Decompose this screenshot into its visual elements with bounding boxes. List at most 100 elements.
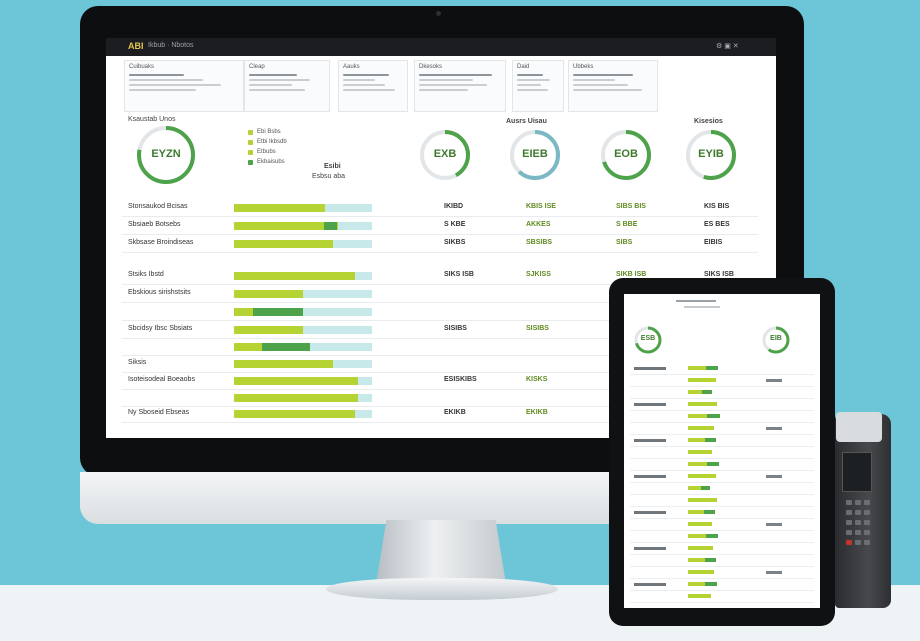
row-cell-v3: S BBE: [616, 221, 638, 228]
filter-option[interactable]: [249, 79, 310, 81]
row-bar-track: [234, 308, 372, 316]
row-label: Stsiks Ibstd: [128, 271, 164, 278]
tablet-row-bar: [688, 570, 715, 574]
filter-panel[interactable]: Daid: [512, 60, 564, 112]
row-cell-v2: KBIS ISE: [526, 203, 556, 210]
kpi-3-gauge: [510, 130, 560, 180]
filter-label: Aauks: [343, 64, 360, 70]
filter-option[interactable]: [343, 79, 375, 81]
filter-option[interactable]: [129, 84, 222, 86]
tablet-row-value: [766, 379, 782, 382]
gauge-section-title: Ksaustab Unos: [128, 116, 176, 123]
filter-option[interactable]: [573, 79, 615, 81]
filter-option[interactable]: [517, 89, 548, 91]
tablet-row-divider: [630, 398, 814, 399]
kpi-5-gauge: [686, 130, 736, 180]
tablet-row-bar: [688, 546, 713, 550]
tablet-row-bar: [688, 378, 716, 382]
filter-option[interactable]: [249, 84, 293, 86]
legend-item: Etbubs: [248, 149, 276, 155]
tablet-row-divider: [630, 554, 814, 555]
filter-option[interactable]: [343, 89, 396, 91]
row-bar-fill: [234, 204, 326, 212]
row-cell-v1: S KBE: [444, 221, 466, 228]
row-divider: [122, 389, 758, 390]
filter-option[interactable]: [419, 84, 488, 86]
row-divider: [122, 320, 758, 321]
tablet-row-bar: [688, 558, 716, 562]
tablet-row-divider: [630, 530, 814, 531]
tablet-row-divider: [630, 542, 814, 543]
tablet-row-divider: [630, 518, 814, 519]
tablet-row-label: [634, 403, 666, 406]
filter-option[interactable]: [129, 89, 197, 91]
card-terminal-display: [842, 452, 872, 492]
tablet-row-bar-segment: [702, 390, 712, 394]
filter-panel[interactable]: Cleap: [244, 60, 330, 112]
filter-option[interactable]: [419, 79, 474, 81]
terminal-key: [846, 500, 852, 505]
tablet-row-bar-segment: [704, 510, 716, 514]
tablet-gauge-value: ESB: [640, 335, 656, 342]
window-controls-icon[interactable]: ⚙ ▣ ✕: [716, 43, 739, 50]
filter-option[interactable]: [129, 79, 203, 81]
kpi-2-gauge: [420, 130, 470, 180]
filter-option[interactable]: [517, 74, 544, 76]
tablet-row-divider: [630, 494, 814, 495]
row-cell-v4: SIKS ISB: [704, 271, 734, 278]
legend-note: Esbsu aba: [312, 173, 346, 180]
terminal-key: [846, 530, 852, 535]
filter-panel[interactable]: Dkesoks: [414, 60, 506, 112]
filter-panel[interactable]: Ubbeks: [568, 60, 658, 112]
filter-option[interactable]: [249, 89, 306, 91]
filter-option[interactable]: [419, 89, 469, 91]
filter-option[interactable]: [573, 74, 633, 76]
row-label: Isoteisodeal Boeaobs: [128, 376, 195, 383]
tablet-row-bar: [688, 438, 716, 442]
row-label: Skbsase Broindiseas: [128, 239, 194, 246]
filter-label: Ubbeks: [573, 64, 594, 70]
tablet-row-label: [634, 439, 666, 442]
legend-label: Ebi Bsbs: [257, 129, 281, 135]
kpi-1-gauge: [137, 126, 195, 184]
gauge-value: EXB: [433, 148, 457, 160]
tablet-row-divider: [630, 386, 814, 387]
monitor-stand-foot: [326, 578, 558, 600]
row-bar-fill: [234, 377, 359, 385]
filter-panel[interactable]: Cuibuaks: [124, 60, 244, 112]
legend-label: Ekbaisubs: [257, 159, 285, 165]
tablet-kpi-1-gauge: [634, 326, 662, 354]
row-divider: [122, 284, 758, 285]
filter-option[interactable]: [517, 84, 541, 86]
row-cell-v2: EKIKB: [526, 409, 548, 416]
terminal-key: [864, 500, 870, 505]
legend-item: Ebi Bsbs: [248, 129, 281, 135]
tablet-row-divider: [630, 470, 814, 471]
filter-option[interactable]: [517, 79, 551, 81]
row-bar-fill: [234, 326, 303, 334]
gauge-arc: [762, 326, 790, 354]
row-label: Stonsaukod Bcisas: [128, 203, 188, 210]
filter-option[interactable]: [573, 84, 629, 86]
tablet-row-divider: [630, 506, 814, 507]
row-cell-v1: ESISKIBS: [444, 376, 477, 383]
tablet-row-bar: [688, 510, 716, 514]
tablet-row-bar: [688, 390, 712, 394]
tablet-row-label: [634, 547, 666, 550]
filter-option[interactable]: [343, 84, 385, 86]
filter-option[interactable]: [249, 74, 297, 76]
row-cell-v4: EIBIS: [704, 239, 723, 246]
filter-option[interactable]: [573, 89, 642, 91]
tablet-row-bar-segment: [707, 414, 720, 418]
tablet-row-divider: [630, 482, 814, 483]
app-topbar: ABI Ikbub · Nbotos ⚙ ▣ ✕: [106, 38, 776, 56]
filter-panel[interactable]: Aauks: [338, 60, 408, 112]
row-cell-v1: SISIBS: [444, 325, 467, 332]
row-cell-v4: KIS BIS: [704, 203, 730, 210]
row-cell-v3: SIKB ISB: [616, 271, 647, 278]
filter-option[interactable]: [419, 74, 492, 76]
terminal-key: [846, 510, 852, 515]
filter-option[interactable]: [129, 74, 184, 76]
filter-option[interactable]: [343, 74, 389, 76]
row-bar-fill: [234, 360, 334, 368]
